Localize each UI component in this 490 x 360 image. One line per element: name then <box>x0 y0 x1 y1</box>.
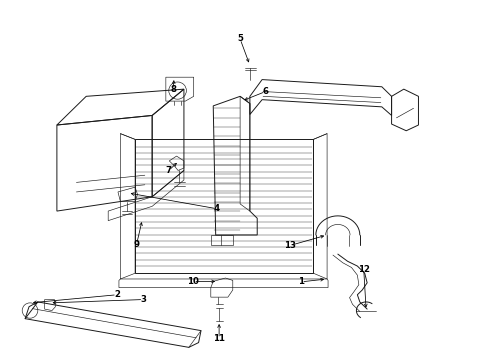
Text: 2: 2 <box>114 290 120 299</box>
Text: 10: 10 <box>187 277 199 286</box>
Text: 11: 11 <box>213 334 225 343</box>
Text: 3: 3 <box>140 295 147 304</box>
Text: 1: 1 <box>298 277 304 286</box>
Text: 8: 8 <box>170 85 176 94</box>
Text: 13: 13 <box>284 241 296 250</box>
Text: 7: 7 <box>166 166 172 175</box>
Text: 12: 12 <box>358 265 370 274</box>
Text: 9: 9 <box>134 240 140 249</box>
Text: 4: 4 <box>214 204 220 213</box>
Text: 5: 5 <box>237 35 243 44</box>
Text: 6: 6 <box>263 87 269 96</box>
